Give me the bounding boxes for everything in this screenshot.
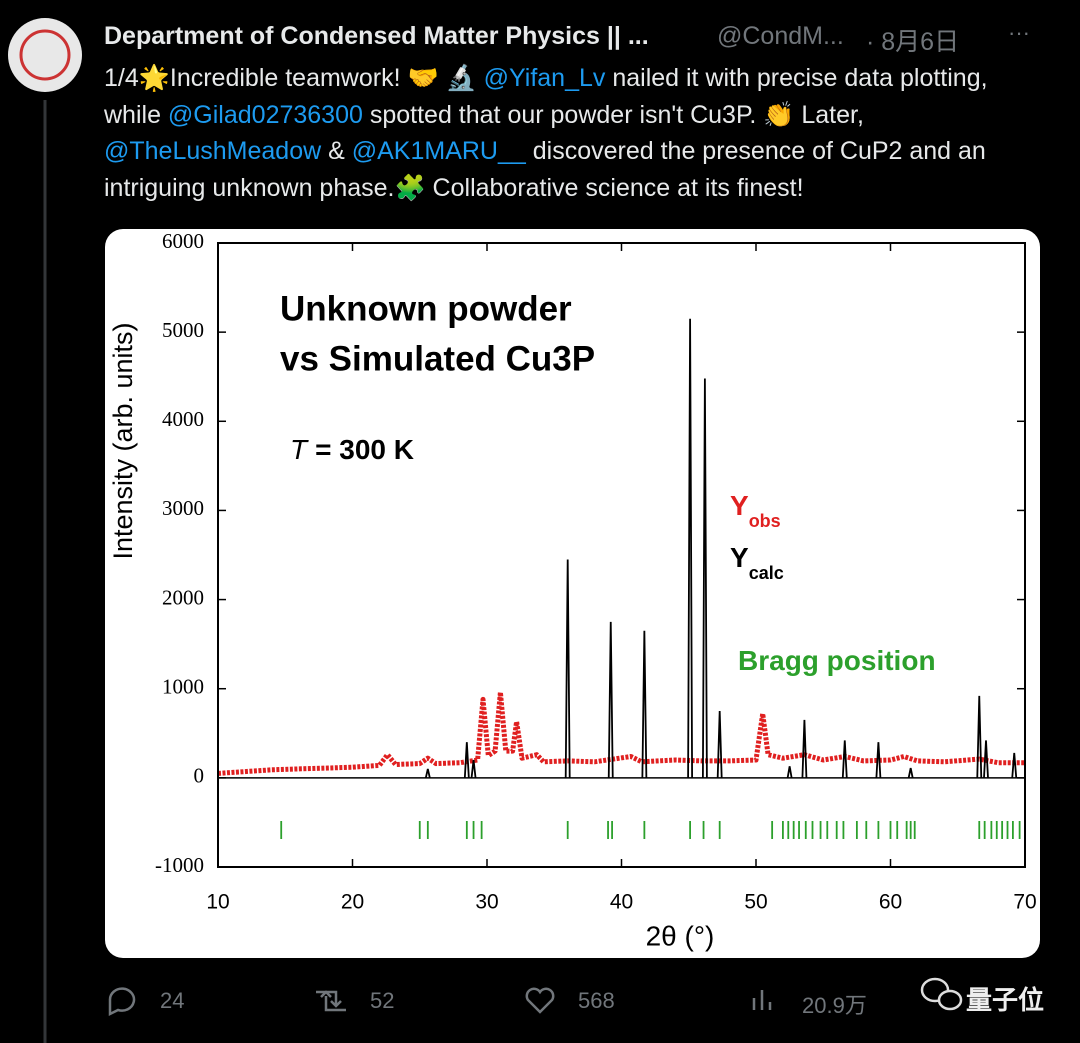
calc-peak — [786, 766, 793, 779]
avatar[interactable] — [8, 18, 82, 92]
calc-peak — [641, 630, 648, 778]
calc-peak — [983, 740, 989, 778]
calc-peak — [875, 742, 882, 778]
calc-peak — [607, 621, 614, 778]
tweet-text-segment: spotted that our powder isn't Cu3P. 👏 La… — [362, 100, 864, 129]
like-icon[interactable] — [525, 987, 555, 1014]
calc-peak — [1011, 752, 1018, 778]
date[interactable]: · 8月6日 — [866, 28, 960, 56]
y-tick-label: 2000 — [162, 585, 204, 609]
y-tick-label: 5000 — [162, 318, 204, 342]
image[interactable]: -1000 0 1000 2000 3000 4000 5000 6000 10 20 30 40 50… — [105, 229, 1040, 958]
x-tick-label: 60 — [879, 891, 902, 914]
tweet-text-segment: discovered the presence of CuP2 and an i… — [104, 137, 986, 202]
author-name[interactable]: Department of Condensed Matter Physics |… — [104, 22, 649, 50]
handle[interactable]: @CondM... — [717, 22, 844, 50]
calc-peak — [463, 742, 470, 778]
chart: -1000 0 1000 2000 3000 4000 5000 6000 10 20 30 40 50… — [108, 229, 1037, 951]
legend-name: Y — [730, 490, 749, 521]
observed-line — [217, 689, 1025, 776]
y-axis-label: Intensity (arb. units) — [108, 322, 138, 559]
y-tick-label: -1000 — [155, 853, 204, 877]
x-tick-label: 20 — [341, 891, 364, 914]
legend-entry: Bragg position — [738, 645, 936, 676]
y-tick-label: 4000 — [162, 407, 204, 431]
calc-peak — [976, 695, 983, 778]
reply-count: 24 — [160, 988, 185, 1013]
temperature-symbol: T — [290, 434, 309, 465]
views-icon[interactable] — [752, 990, 772, 1010]
x-tick-label: 30 — [475, 891, 498, 914]
x-tick-label: 50 — [744, 891, 767, 914]
legend-entry: Ycalc — [730, 542, 784, 582]
calc-peak — [564, 559, 571, 778]
watermark-icon — [937, 989, 963, 1011]
x-tick-label: 40 — [610, 891, 633, 914]
watermark: 量子位 — [966, 985, 1045, 1015]
chart-title: Unknown powder — [280, 289, 572, 328]
legend-entry: Yobs — [730, 490, 781, 530]
tweet-text-segment: nailed it with precise data plotting, wh… — [104, 64, 988, 129]
tweet-text: 1/4🌟Incredible teamwork! 🤝 🔬 @Yifan_Lv n… — [104, 60, 1034, 206]
avatar-logo — [19, 29, 71, 81]
legend-name: Y — [730, 542, 749, 573]
x-tick-label: 10 — [206, 891, 229, 914]
y-tick-label: 3000 — [162, 496, 204, 520]
calc-peak — [470, 759, 477, 778]
plot-frame — [217, 242, 1026, 868]
calc-peak — [801, 719, 808, 778]
retweet-icon[interactable] — [316, 990, 346, 1012]
tweet-text-segment: 1/4🌟Incredible teamwork! 🤝 🔬 — [104, 64, 484, 92]
legend-subscript: obs — [749, 511, 781, 531]
legend-name: Bragg position — [738, 645, 936, 676]
y-tick-label: 0 — [194, 764, 205, 788]
x-tick-label: 70 — [1013, 891, 1036, 914]
view-count: 20.9万 — [802, 993, 867, 1018]
mention[interactable]: @AK1MARU__ — [351, 137, 526, 165]
reply-icon[interactable] — [108, 987, 136, 1017]
retweet-count: 52 — [370, 988, 395, 1013]
calc-peak — [841, 740, 848, 778]
calc-peak — [716, 710, 723, 778]
mention[interactable]: @Yifan_Lv — [483, 64, 606, 92]
legend-subscript: calc — [749, 563, 784, 583]
tweet-text-segment: & — [321, 137, 352, 165]
y-tick-label: 1000 — [162, 675, 204, 699]
y-tick-label: 6000 — [162, 229, 204, 253]
like-count: 568 — [578, 988, 615, 1013]
mention[interactable]: @Gilad02736300 — [167, 100, 363, 129]
calc-peak — [687, 318, 693, 778]
calc-peak — [701, 378, 708, 778]
mention[interactable]: @TheLushMeadow — [104, 137, 322, 165]
temperature-label: T = 300 K — [290, 434, 414, 465]
x-axis-label: 2θ (°) — [646, 920, 715, 951]
temperature-value: = 300 K — [315, 434, 414, 465]
calc-peak — [907, 767, 914, 779]
chart-title: vs Simulated Cu3P — [280, 339, 595, 378]
more-button[interactable]: ··· — [1008, 20, 1030, 45]
calc-peak — [424, 768, 431, 779]
